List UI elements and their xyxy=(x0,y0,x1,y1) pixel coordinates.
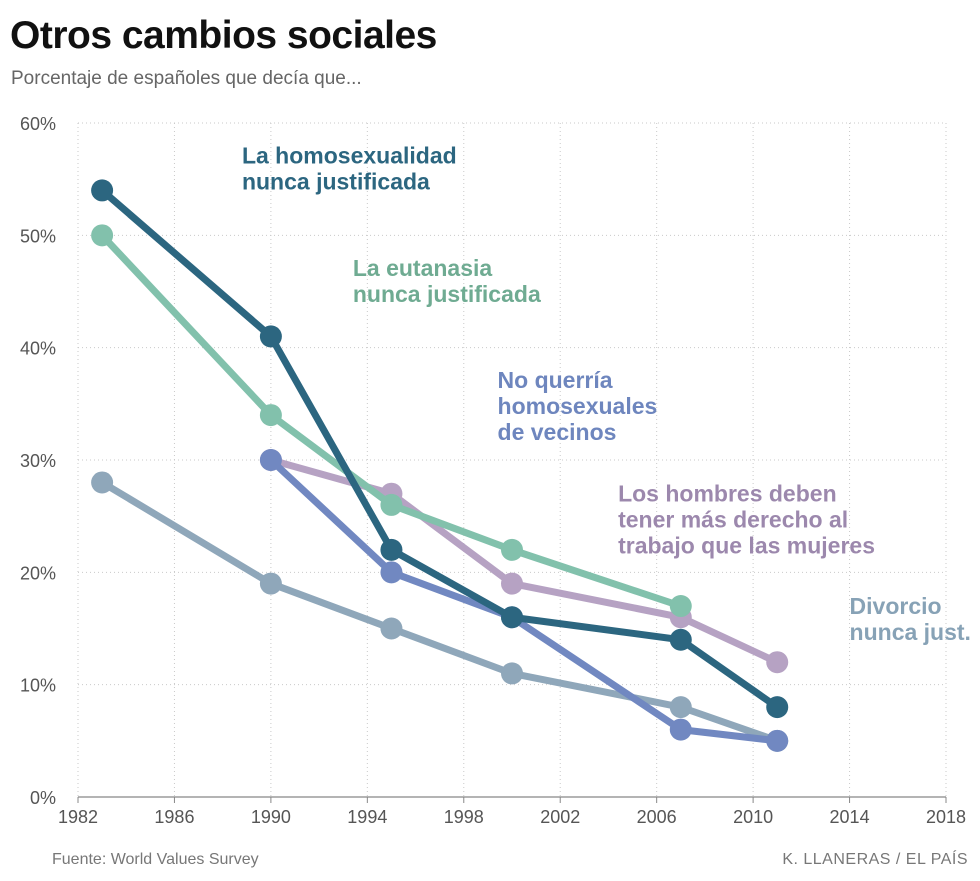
series-label-line: nunca just. xyxy=(850,619,971,645)
x-tick-label: 2010 xyxy=(733,807,773,827)
series-label-line: Divorcio xyxy=(850,593,942,619)
series-line xyxy=(98,478,781,745)
x-tick-label: 1994 xyxy=(347,807,387,827)
series-group xyxy=(91,179,789,752)
series-line xyxy=(98,186,781,711)
data-point xyxy=(501,538,523,561)
x-tick-label: 2006 xyxy=(637,807,677,827)
y-tick-label: 20% xyxy=(20,563,56,583)
x-tick-label: 1990 xyxy=(251,807,291,827)
series-label-line: nunca justificada xyxy=(242,168,430,194)
source-note: Fuente: World Values Survey xyxy=(52,851,259,868)
data-point xyxy=(766,651,789,674)
data-point xyxy=(259,404,282,427)
data-point xyxy=(501,572,523,595)
data-point xyxy=(91,224,114,247)
data-point xyxy=(669,628,692,651)
x-tick-label: 1998 xyxy=(444,807,484,827)
series-label-line: La eutanasia xyxy=(353,255,493,281)
series-label-line: de vecinos xyxy=(498,419,617,445)
data-point xyxy=(766,729,789,752)
series-label: La eutanasia nunca justificada xyxy=(353,255,541,307)
series-label-line: homosexuales xyxy=(498,393,658,419)
data-point xyxy=(380,493,403,516)
data-point xyxy=(91,471,114,494)
data-point xyxy=(669,718,692,741)
y-tick-label: 50% xyxy=(20,226,56,246)
data-point xyxy=(380,561,403,584)
data-point xyxy=(501,662,523,685)
series-label: Divorcio nunca just. xyxy=(850,593,971,645)
series-label-line: Los hombres deben xyxy=(618,481,837,507)
data-point xyxy=(669,595,692,618)
chart-title: Otros cambios sociales xyxy=(10,14,437,57)
y-tick-label: 30% xyxy=(20,451,56,471)
data-point xyxy=(669,696,692,719)
series-label: No querría homosexuales de vecinos xyxy=(498,367,658,445)
data-point xyxy=(380,617,403,640)
series-label-line: nunca justificada xyxy=(353,281,541,307)
x-tick-label: 2018 xyxy=(926,807,966,827)
series-label: La homosexualidad nunca justificada xyxy=(242,142,457,194)
annotation-labels: Divorcio nunca just. Los hombres deben tene… xyxy=(242,142,971,644)
chart-subtitle: Porcentaje de españoles que decía que... xyxy=(11,68,362,89)
data-point xyxy=(259,572,282,595)
series-label-line: No querría xyxy=(498,367,613,393)
data-point xyxy=(766,696,789,719)
credit-note: K. LLANERAS / EL PAÍS xyxy=(782,851,968,868)
x-tick-label: 1982 xyxy=(58,807,98,827)
data-point xyxy=(501,606,523,629)
series-label: Los hombres deben tener más derecho al tra… xyxy=(618,481,875,559)
y-tick-label: 60% xyxy=(20,114,56,134)
x-tick-label: 2002 xyxy=(540,807,580,827)
y-tick-label: 10% xyxy=(20,676,56,696)
series-label-line: tener más derecho al xyxy=(618,507,848,533)
y-tick-label: 40% xyxy=(20,339,56,359)
series-label-line: La homosexualidad xyxy=(242,142,457,168)
y-tick-label: 0% xyxy=(30,788,56,808)
series-2 xyxy=(91,224,692,618)
x-tick-label: 2014 xyxy=(830,807,870,827)
data-point xyxy=(380,538,403,561)
series-4 xyxy=(91,179,789,719)
grid-lines xyxy=(77,122,947,797)
x-tick-label: 1986 xyxy=(154,807,194,827)
series-label-line: trabajo que las mujeres xyxy=(618,533,875,559)
data-point xyxy=(91,179,114,202)
data-point xyxy=(259,449,282,471)
series-0 xyxy=(91,471,789,752)
data-point xyxy=(259,325,282,348)
axes: 0% 10% 20% 30% 40% 50% 60% 1982 1986 1990 1994 1998… xyxy=(20,114,966,827)
